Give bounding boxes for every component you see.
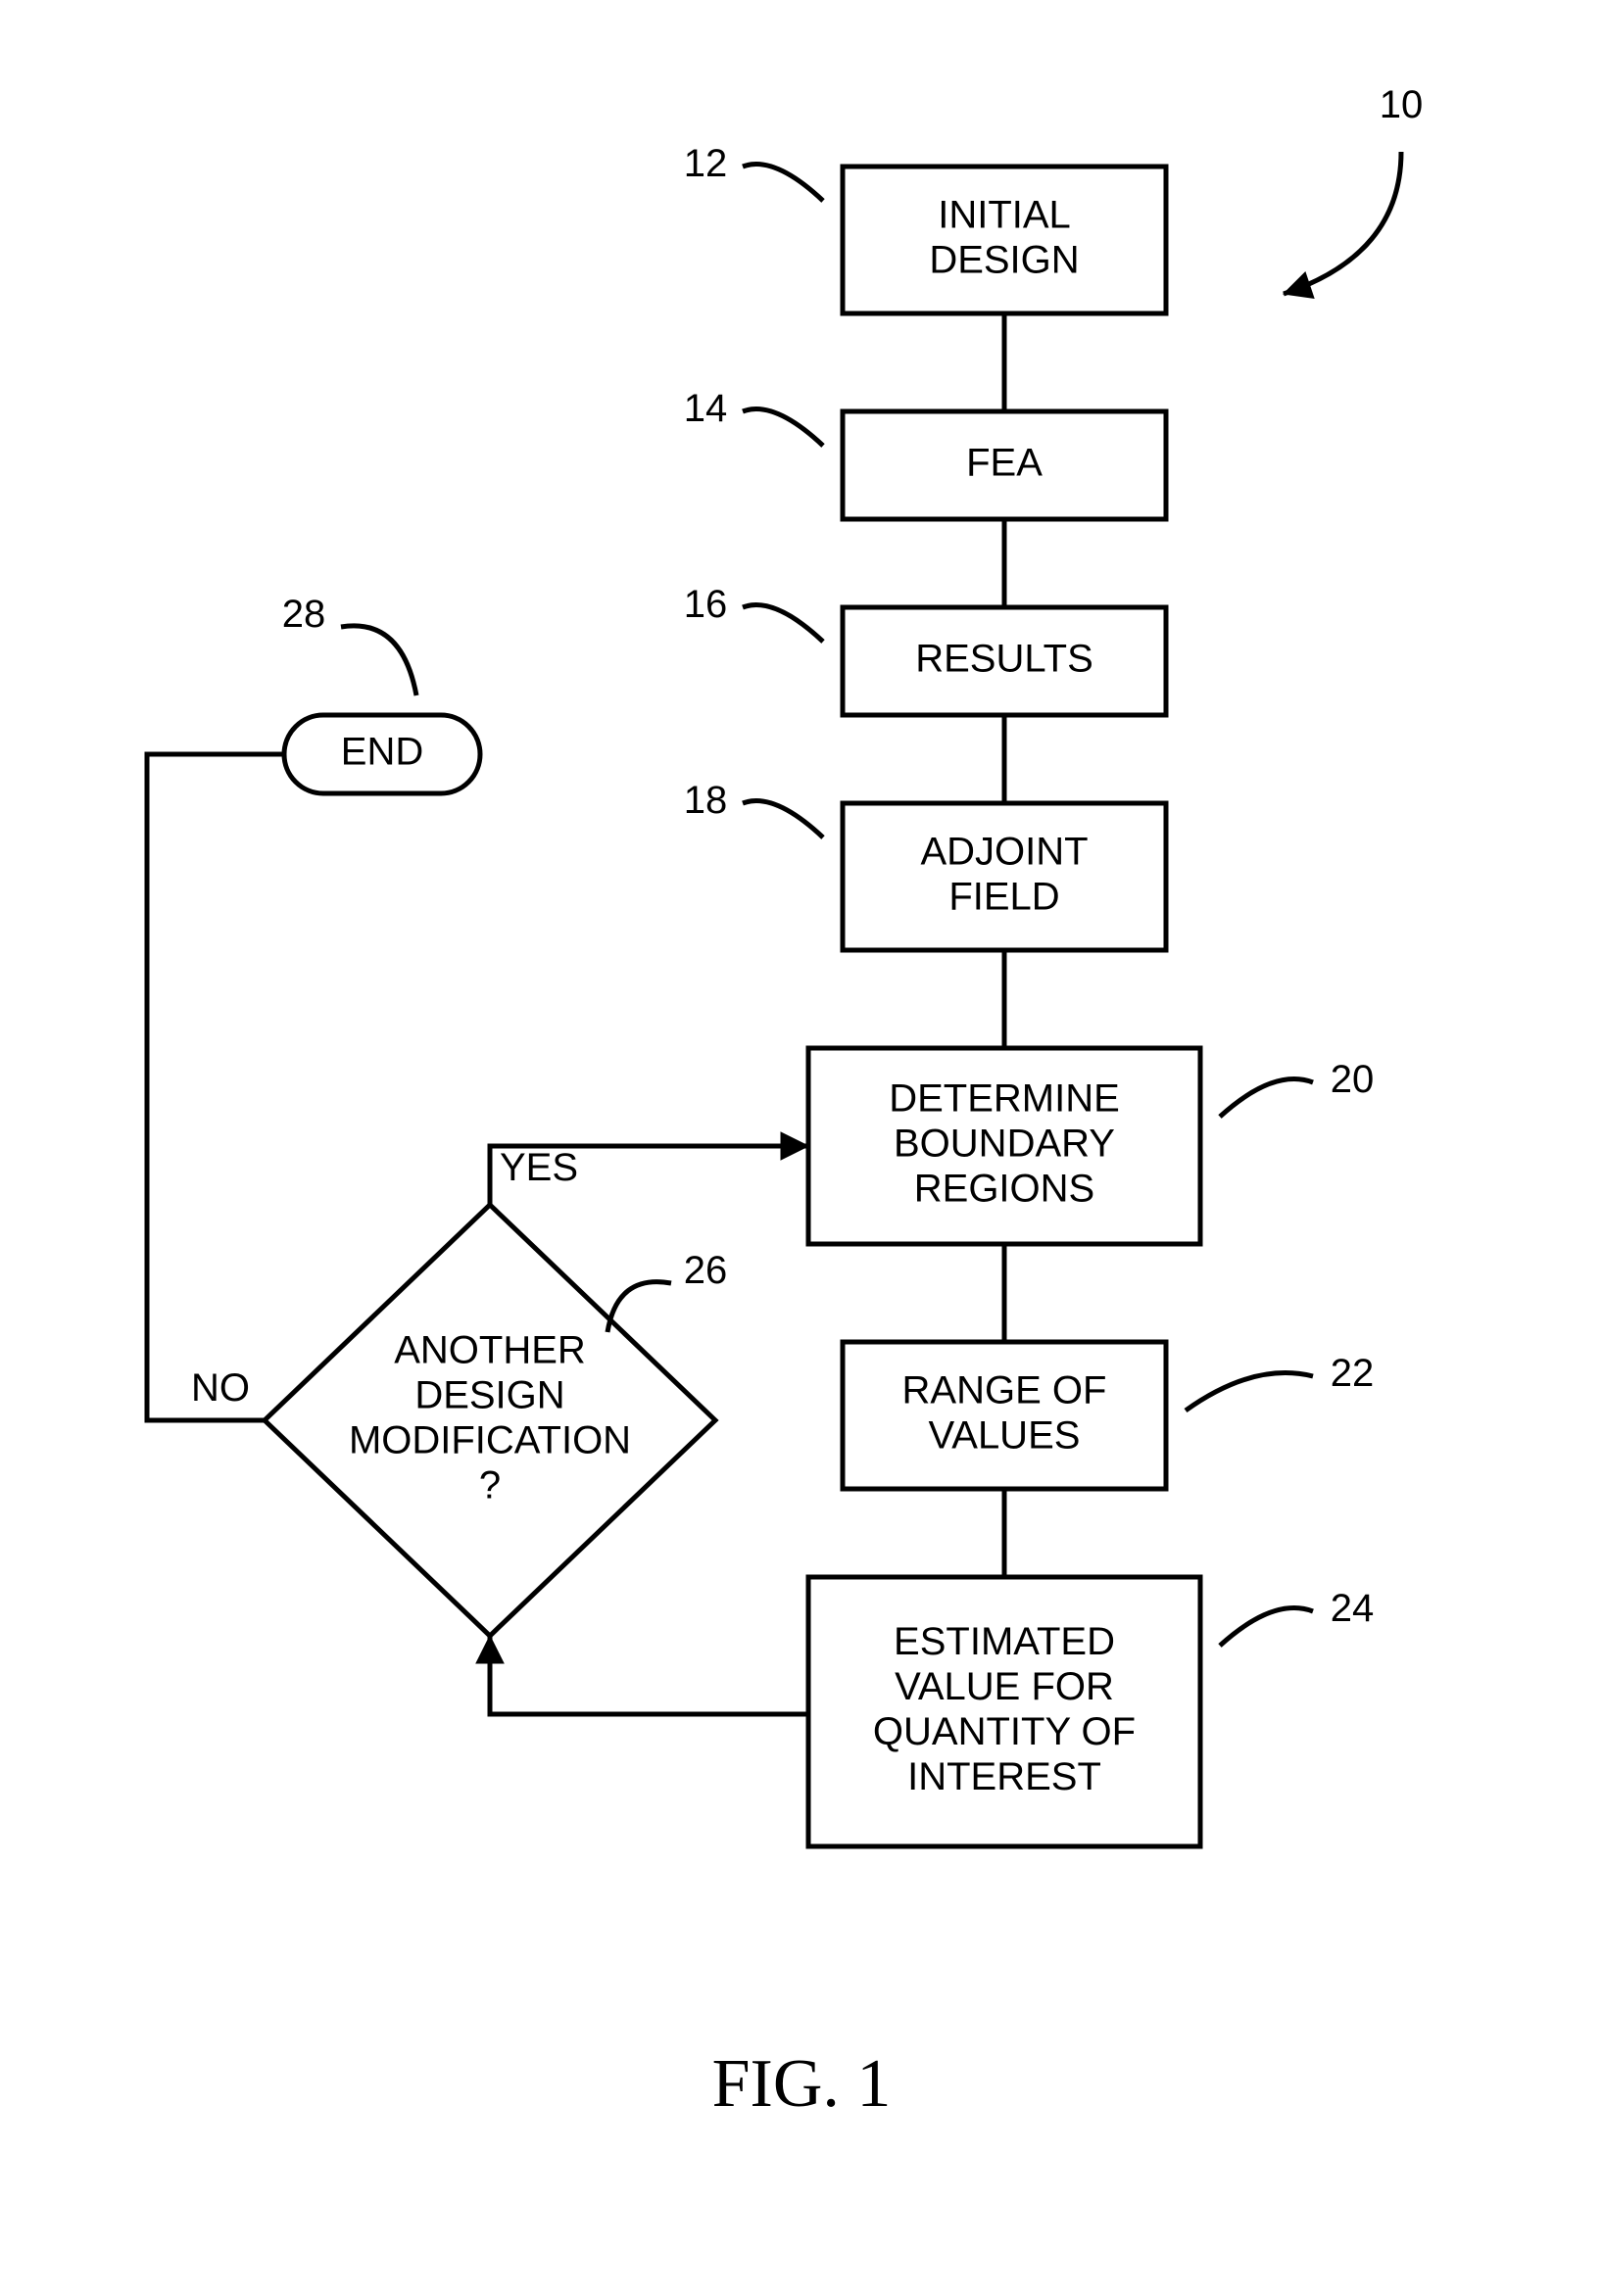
svg-text:FIELD: FIELD: [948, 876, 1059, 919]
callout-number: 28: [282, 593, 326, 636]
edge-label: YES: [500, 1146, 578, 1189]
callout-leader: [743, 165, 823, 201]
edge: [490, 1636, 808, 1714]
callout-number: 12: [684, 142, 728, 185]
callout-arrowhead: [1284, 272, 1314, 299]
callout-leader: [1220, 1608, 1313, 1646]
svg-text:RESULTS: RESULTS: [915, 638, 1093, 681]
svg-text:INITIAL: INITIAL: [938, 194, 1071, 237]
callout-number: 26: [684, 1249, 728, 1292]
edge-label: NO: [191, 1366, 250, 1410]
svg-text:DETERMINE: DETERMINE: [889, 1077, 1120, 1121]
svg-text:REGIONS: REGIONS: [914, 1168, 1094, 1211]
callout-leader: [341, 626, 416, 695]
figure-caption: FIG. 1: [712, 2046, 892, 2122]
svg-text:VALUE FOR: VALUE FOR: [895, 1665, 1114, 1708]
svg-text:ANOTHER: ANOTHER: [394, 1329, 586, 1372]
callout-number: 22: [1331, 1352, 1375, 1395]
callout-leader: [743, 605, 823, 642]
callout-number: 24: [1331, 1587, 1375, 1630]
svg-text:QUANTITY OF: QUANTITY OF: [873, 1710, 1136, 1753]
callout-number: 14: [684, 387, 728, 430]
svg-text:DESIGN: DESIGN: [929, 239, 1079, 282]
svg-text:END: END: [341, 731, 423, 774]
svg-text:DESIGN: DESIGN: [414, 1374, 564, 1417]
svg-text:VALUES: VALUES: [929, 1414, 1081, 1458]
svg-text:FEA: FEA: [966, 442, 1043, 485]
callout-number: 16: [684, 583, 728, 626]
callout-leader: [1186, 1373, 1313, 1411]
edge: [147, 754, 284, 1420]
callout-number: 18: [684, 779, 728, 822]
callout-leader: [743, 801, 823, 837]
flowchart-svg: YESNOINITIALDESIGNFEARESULTSADJOINTFIELD…: [0, 0, 1602, 2296]
callout-leader: [743, 409, 823, 446]
callout-leader: [1220, 1079, 1313, 1117]
svg-text:ADJOINT: ADJOINT: [920, 831, 1088, 874]
svg-text:BOUNDARY: BOUNDARY: [894, 1123, 1115, 1166]
svg-text:INTEREST: INTEREST: [907, 1755, 1101, 1798]
svg-text:?: ?: [479, 1464, 501, 1507]
callout-leader: [1284, 152, 1401, 294]
callout-number: 20: [1331, 1058, 1375, 1101]
svg-text:RANGE OF: RANGE OF: [902, 1369, 1107, 1412]
svg-text:MODIFICATION: MODIFICATION: [349, 1419, 631, 1462]
callout-number: 10: [1380, 83, 1424, 126]
svg-text:ESTIMATED: ESTIMATED: [894, 1620, 1115, 1663]
